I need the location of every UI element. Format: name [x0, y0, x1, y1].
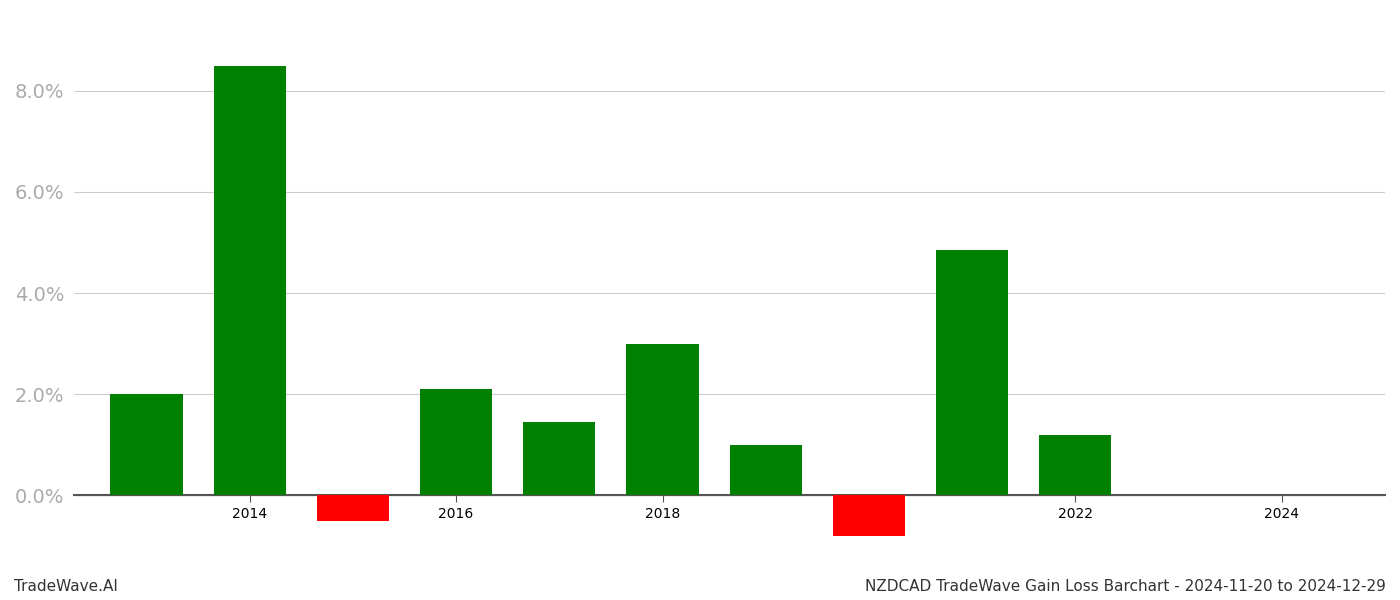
Bar	[937, 250, 1008, 495]
Text: TradeWave.AI: TradeWave.AI	[14, 579, 118, 594]
Bar	[524, 422, 595, 495]
Text: NZDCAD TradeWave Gain Loss Barchart - 2024-11-20 to 2024-12-29: NZDCAD TradeWave Gain Loss Barchart - 20…	[865, 579, 1386, 594]
Bar	[111, 394, 182, 495]
Bar	[1039, 434, 1112, 495]
Bar	[729, 445, 802, 495]
Bar	[626, 344, 699, 495]
Bar	[420, 389, 493, 495]
Bar	[316, 495, 389, 521]
Bar	[833, 495, 904, 536]
Bar	[214, 65, 286, 495]
